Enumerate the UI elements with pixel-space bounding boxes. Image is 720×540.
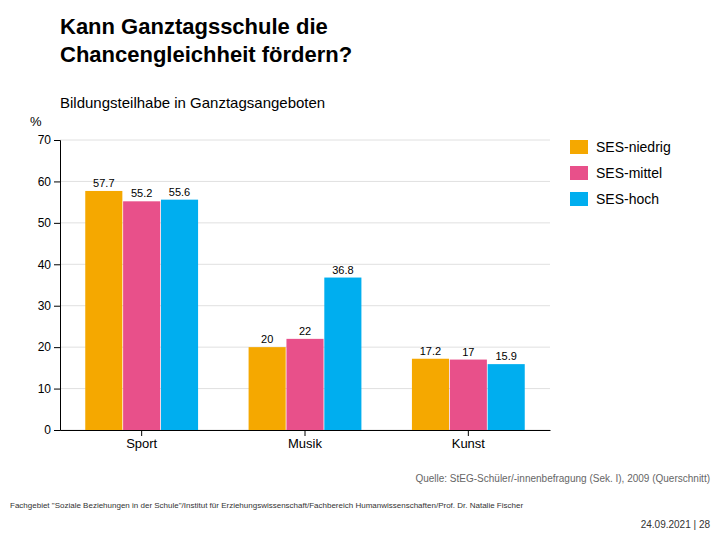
tick-label: Sport [126,436,157,451]
data-label: 22 [299,325,311,337]
source: Quelle: StEG-Schüler/-innenbefragung (Se… [415,473,710,484]
legend: SES-niedrig SES-mittel SES-hoch [570,139,671,207]
data-label: 55.6 [169,186,190,198]
tick-label: 20 [38,340,52,354]
legend-swatch [570,192,588,206]
data-label: 17.2 [420,345,441,357]
data-label: 17 [462,346,474,358]
tick-label: Musik [288,436,322,451]
subtitle: Bildungsteilhabe in Ganztagsangeboten [60,94,325,111]
tick-mark [54,306,60,307]
tick: 10 [38,382,60,396]
bar [412,359,449,430]
bar [249,347,286,430]
tick: 50 [38,216,60,230]
tick-label: 10 [38,382,52,396]
tick-label: 30 [38,299,52,313]
bar [450,360,487,430]
y-axis: 0 10 20 30 40 50 60 70 [38,133,61,437]
tick-mark [305,430,306,436]
data-label: 20 [261,333,273,345]
tick: 40 [38,258,60,272]
bar [324,278,361,430]
data-label: 57.7 [93,177,114,189]
legend-item: SES-hoch [570,191,659,207]
bar [488,364,525,430]
tick-label: Kunst [452,436,486,451]
tick-label: 70 [38,133,52,147]
tick-label: 60 [38,175,52,189]
data-label: 55.2 [131,187,152,199]
data-labels: 57.7 20 17.2 55.2 22 17 55.6 36.8 15.9 [93,177,517,362]
bars [85,191,524,430]
grid [60,140,550,430]
legend-swatch [570,140,588,154]
bar [161,200,198,430]
tick-mark [54,347,60,348]
legend-item: SES-mittel [570,165,662,181]
tick-mark [54,140,60,141]
bar [123,201,160,430]
legend-item: SES-niedrig [570,139,671,155]
legend-label: SES-niedrig [596,139,671,155]
title: Kann Ganztagsschule dieChancengleichheit… [60,14,352,67]
grid-line [60,181,550,182]
tick-mark [54,389,60,390]
bar [85,191,122,430]
tick-label: 40 [38,258,52,272]
tick-mark [54,430,60,431]
x-axis: Sport Musik Kunst [61,430,551,451]
data-label: 36.8 [332,264,353,276]
tick-label: 50 [38,216,52,230]
footer: Fachgebiet "Soziale Beziehungen in der S… [10,501,523,510]
y-label: % [30,114,42,129]
bar [286,339,323,430]
legend-label: SES-hoch [596,191,659,207]
tick: 30 [38,299,60,313]
tick: Musik [288,430,322,451]
tick: 20 [38,340,60,354]
tick-mark [54,223,60,224]
tick: 0 [44,423,60,437]
data-label: 15.9 [495,350,516,362]
tick: 70 [38,133,60,147]
grid-line [60,140,550,141]
tick: 60 [38,175,60,189]
legend-swatch [570,166,588,180]
tick: Kunst [452,430,486,451]
tick-mark [54,264,60,265]
axis-line [54,141,61,431]
tick-mark [54,181,60,182]
tick-label: 0 [44,423,51,437]
plot: 0 10 20 30 40 50 60 70% 57.7 20 17.2 55.2 22 17 55.6 36… [30,114,551,451]
tick-mark [468,430,469,436]
footer-date: 24.09.2021 | 28 [641,519,711,530]
legend-label: SES-mittel [596,165,662,181]
chart: Kann Ganztagsschule dieChancengleichheit… [0,0,720,540]
tick-mark [141,430,142,436]
tick: Sport [126,430,157,451]
